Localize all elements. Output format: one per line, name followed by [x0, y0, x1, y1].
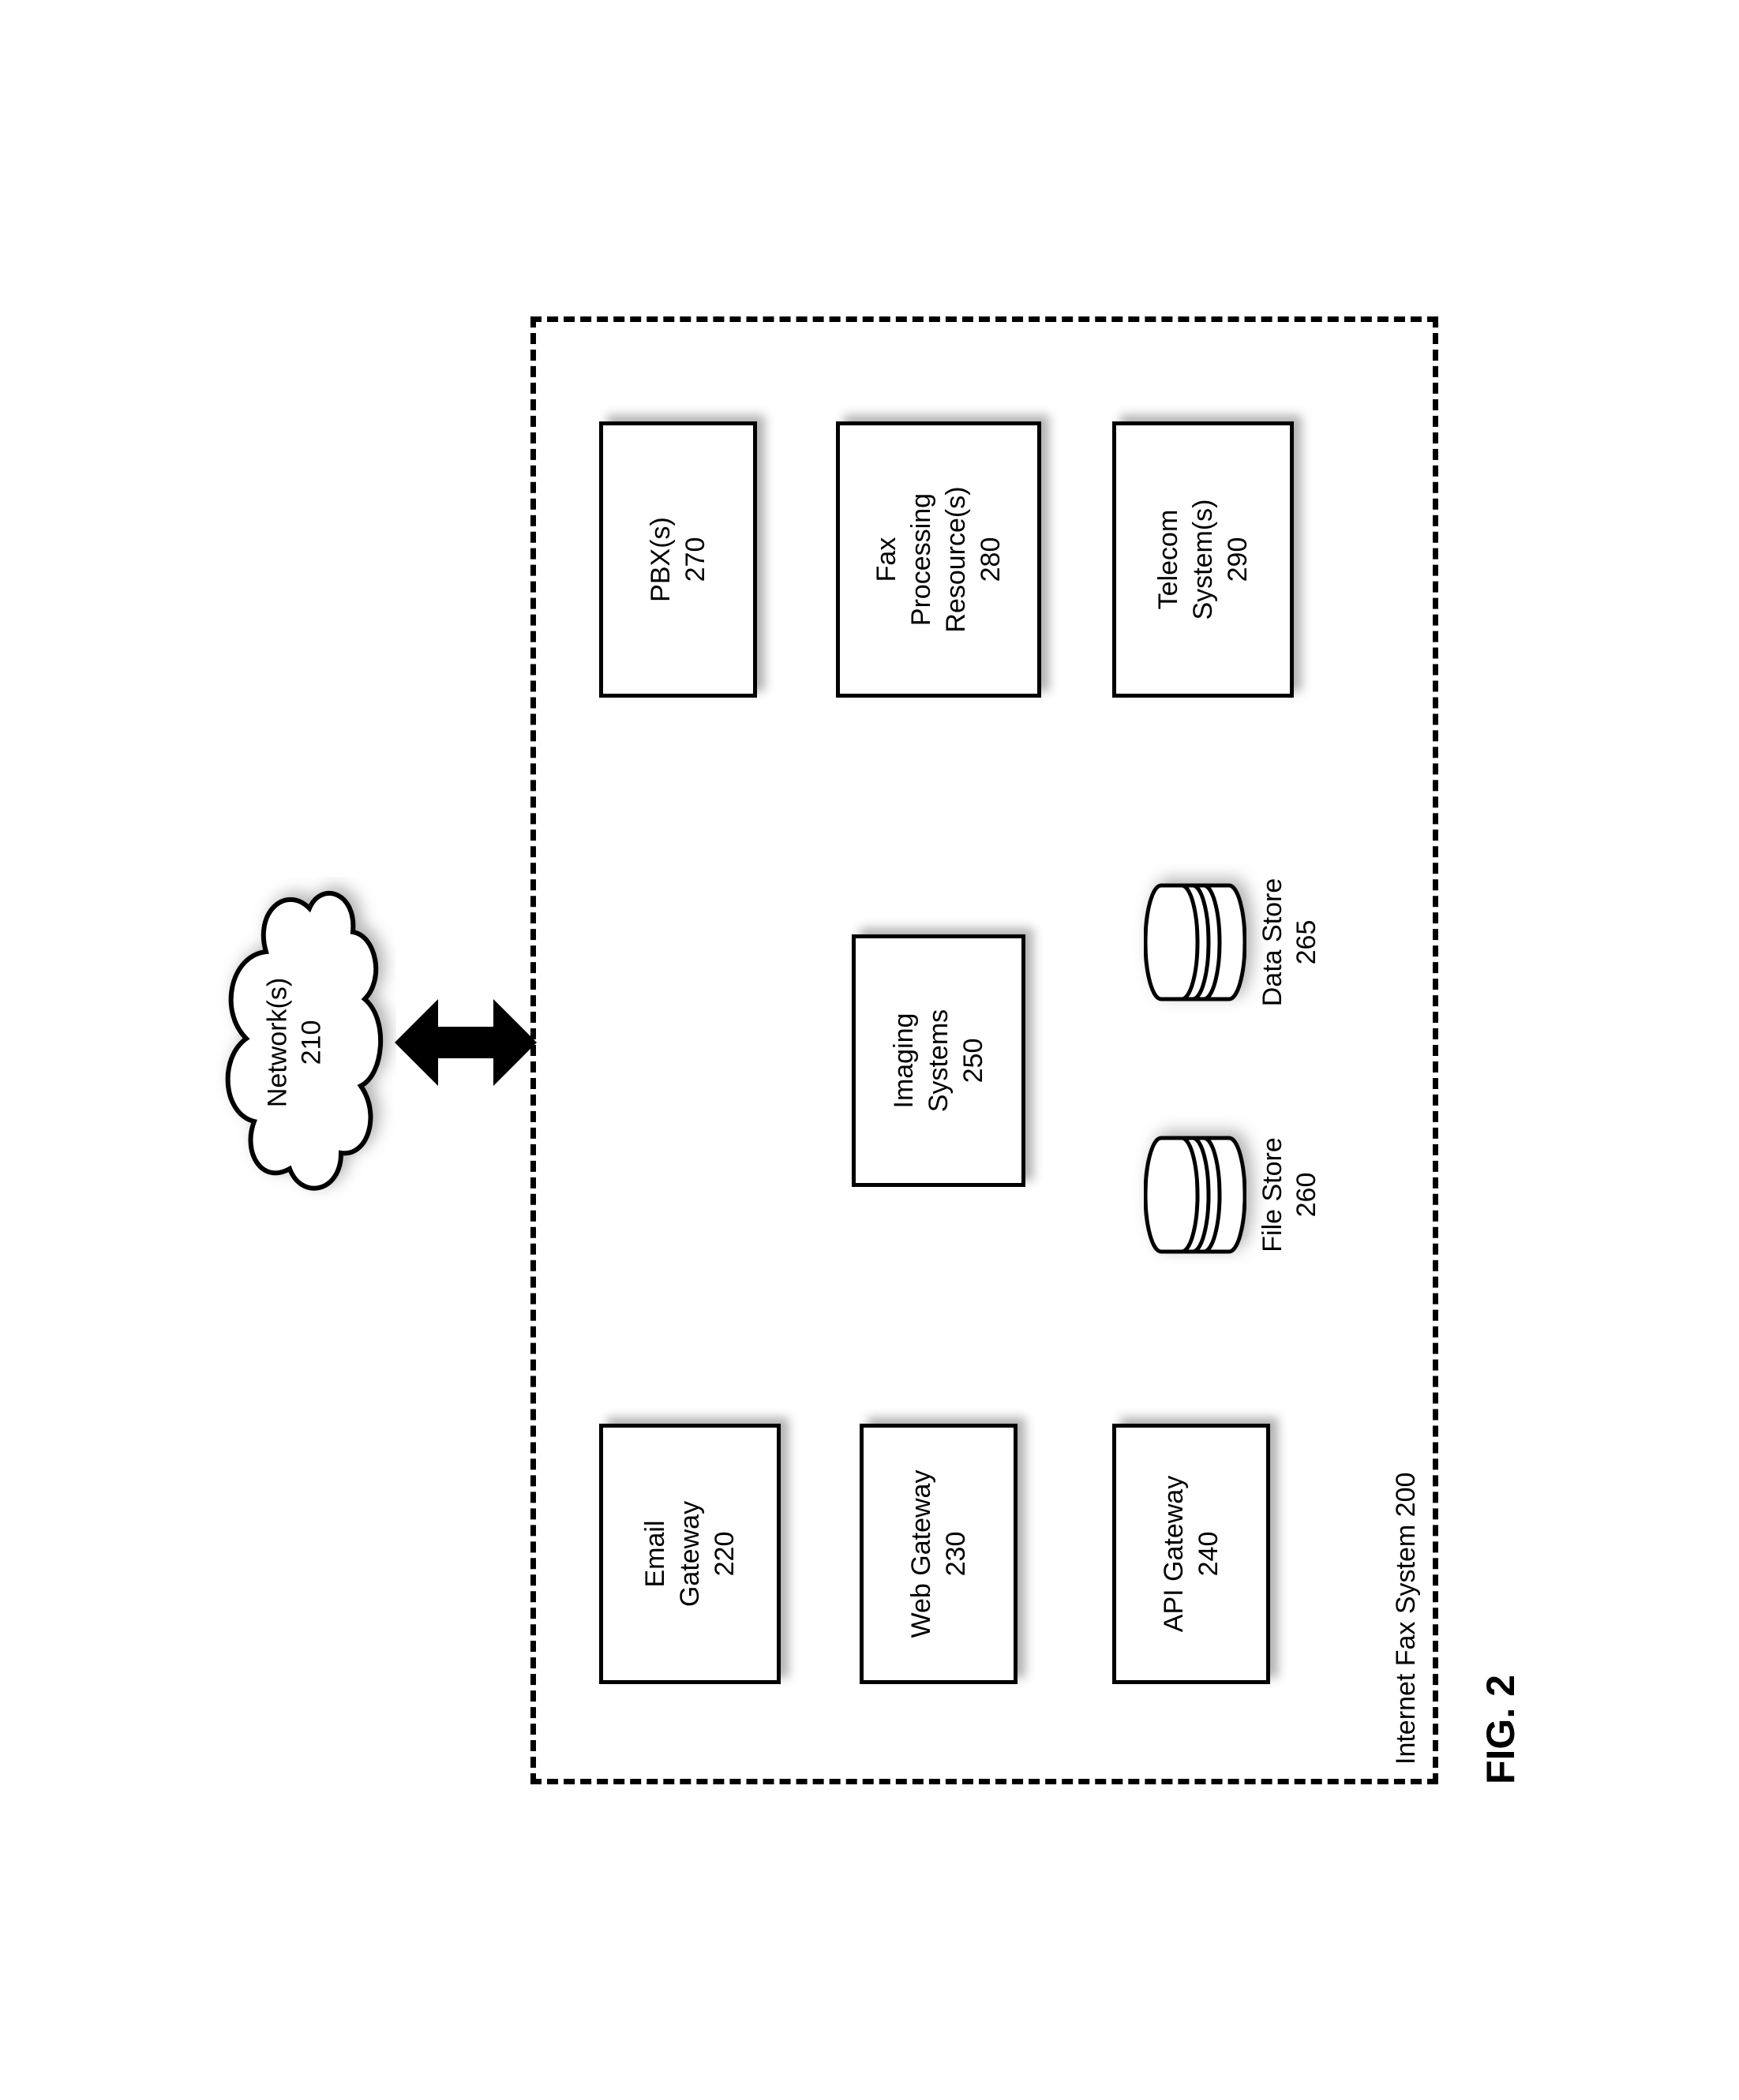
imaging-l3: 250: [958, 1038, 988, 1083]
api-gateway-l1: API Gateway: [1158, 1475, 1188, 1631]
email-gateway-l3: 220: [710, 1531, 740, 1576]
data-store: Data Store 265: [1144, 863, 1323, 1021]
system-label: Internet Fax System 200: [1391, 1472, 1422, 1764]
email-gateway-l2: Gateway: [674, 1500, 704, 1606]
email-gateway-l1: Email: [639, 1520, 669, 1587]
double-arrow-icon: [395, 991, 537, 1094]
network-label: Network(s) 210: [260, 977, 328, 1106]
file-store-l2: 260: [1291, 1172, 1321, 1217]
web-gateway-l1: Web Gateway: [905, 1469, 935, 1638]
imaging-systems-box: Imaging Systems 250: [852, 934, 1025, 1187]
pbx-l2: 270: [680, 537, 710, 582]
network-label-l2: 210: [295, 1020, 325, 1065]
imaging-l2: Systems: [923, 1009, 953, 1111]
database-icon: [1144, 1132, 1246, 1258]
network-label-l1: Network(s): [262, 977, 292, 1106]
imaging-l1: Imaging: [888, 1013, 918, 1108]
api-gateway-box: API Gateway 240: [1112, 1424, 1270, 1684]
figure-label: FIG. 2: [1478, 1675, 1523, 1784]
diagram-root: Network(s) 210 Internet Fax System 200 E…: [199, 182, 1541, 1918]
fax-processing-box: Fax Processing Resource(s) 280: [836, 421, 1041, 698]
api-gateway-l2: 240: [1194, 1531, 1224, 1576]
file-store: File Store 260: [1144, 1116, 1323, 1274]
data-store-l1: Data Store: [1257, 878, 1287, 1006]
fax-l4: 280: [976, 537, 1006, 582]
fax-l3: Resource(s): [941, 486, 971, 632]
pbx-box: PBX(s) 270: [599, 421, 757, 698]
web-gateway-l2: 230: [941, 1531, 971, 1576]
fax-l2: Processing: [905, 492, 935, 625]
telecom-l3: 290: [1223, 537, 1253, 582]
email-gateway-box: Email Gateway 220: [599, 1424, 781, 1684]
data-store-l2: 265: [1291, 919, 1321, 964]
telecom-box: Telecom System(s) 290: [1112, 421, 1294, 698]
system-boundary: Internet Fax System 200 Email Gateway 22…: [530, 316, 1438, 1784]
file-store-l1: File Store: [1257, 1137, 1287, 1252]
web-gateway-box: Web Gateway 230: [860, 1424, 1018, 1684]
fax-l1: Fax: [871, 537, 901, 582]
telecom-l1: Telecom: [1152, 509, 1182, 609]
telecom-l2: System(s): [1187, 499, 1217, 620]
network-cloud: Network(s) 210: [199, 877, 396, 1208]
database-icon: [1144, 879, 1246, 1005]
pbx-l1: PBX(s): [645, 517, 675, 602]
